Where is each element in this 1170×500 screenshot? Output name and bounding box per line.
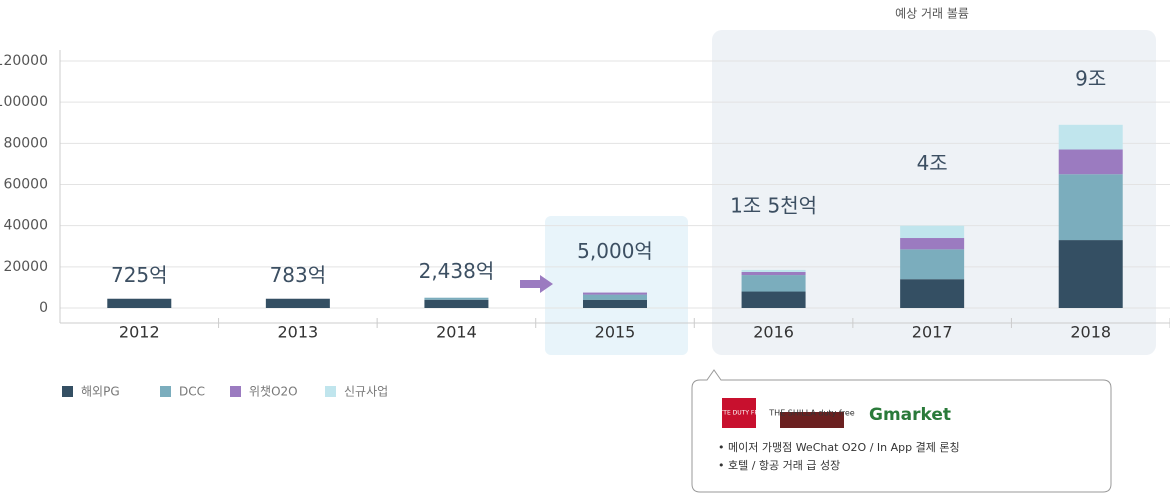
bar-segment (1058, 149, 1123, 175)
value-annotation: 2,438억 (419, 259, 495, 283)
bullet: • 메이저 가맹점 WeChat O2O / In App 결제 론칭 (718, 441, 960, 454)
callout-box (691, 369, 1112, 493)
bar-segment (1058, 240, 1123, 308)
y-tick-label: 100000 (0, 94, 48, 110)
bar-segment (107, 298, 172, 308)
bar-segment (741, 269, 806, 272)
forecast-note: 예상 거래 볼륨 (895, 7, 969, 21)
legend-label: 해외PG (81, 385, 120, 399)
bar-segment (583, 294, 647, 300)
bar-segment (741, 291, 806, 308)
legend-swatch (325, 386, 336, 397)
bar-segment (265, 298, 330, 308)
legend-swatch (230, 386, 241, 397)
y-tick-label: 60000 (3, 177, 48, 193)
x-tick-label: 2014 (436, 323, 477, 342)
value-annotation: 4조 (917, 151, 948, 175)
partner-logo: THE SHILLA duty free (768, 409, 854, 418)
callout: LOTTE DUTY FREE THE SHILLA duty free Gma… (691, 369, 1112, 493)
bar-segment (1058, 124, 1123, 150)
bar-segment (583, 299, 647, 308)
value-annotation: 9조 (1075, 66, 1106, 90)
bar-segment (900, 279, 965, 308)
partner-logo: Gmarket (869, 405, 951, 425)
bar-segment (424, 299, 489, 308)
bar-segment (900, 249, 965, 280)
bullet: • 호텔 / 항공 거래 급 성장 (718, 459, 840, 472)
x-tick-label: 2018 (1070, 323, 1111, 342)
legend-label: 신규사업 (344, 385, 388, 399)
value-annotation: 783억 (270, 263, 327, 287)
y-tick-label: 20000 (3, 259, 48, 275)
legend-label: DCC (179, 385, 205, 399)
partner-logo: LOTTE DUTY FREE (712, 410, 766, 417)
x-tick-label: 2013 (277, 323, 318, 342)
bar-segment (900, 225, 965, 239)
bar-segment (900, 238, 965, 250)
logo-bg (722, 398, 756, 428)
y-tick-label: 80000 (3, 135, 48, 151)
bar-segment (741, 271, 806, 276)
bar-segment (583, 292, 647, 295)
y-tick-label: 0 (39, 300, 48, 316)
y-tick-label: 40000 (3, 218, 48, 234)
y-tick-label: 120000 (0, 53, 48, 69)
bar-segment (1058, 174, 1123, 241)
forecast-region (712, 30, 1156, 355)
legend-label: 위챗O2O (249, 384, 298, 399)
value-annotation: 1조 5천억 (730, 193, 817, 217)
x-tick-label: 2015 (595, 323, 636, 342)
value-annotation: 725억 (111, 263, 168, 287)
x-tick-label: 2017 (912, 323, 953, 342)
legend-swatch (62, 386, 73, 397)
x-tick-label: 2012 (119, 323, 160, 342)
highlight-region (545, 216, 688, 355)
x-tick-label: 2016 (753, 323, 794, 342)
logo-bg (780, 412, 844, 428)
bar-segment (741, 275, 806, 292)
arrow (520, 275, 553, 293)
legend-swatch (160, 386, 171, 397)
bar-segment (424, 297, 489, 300)
value-annotation: 5,000억 (577, 239, 653, 263)
